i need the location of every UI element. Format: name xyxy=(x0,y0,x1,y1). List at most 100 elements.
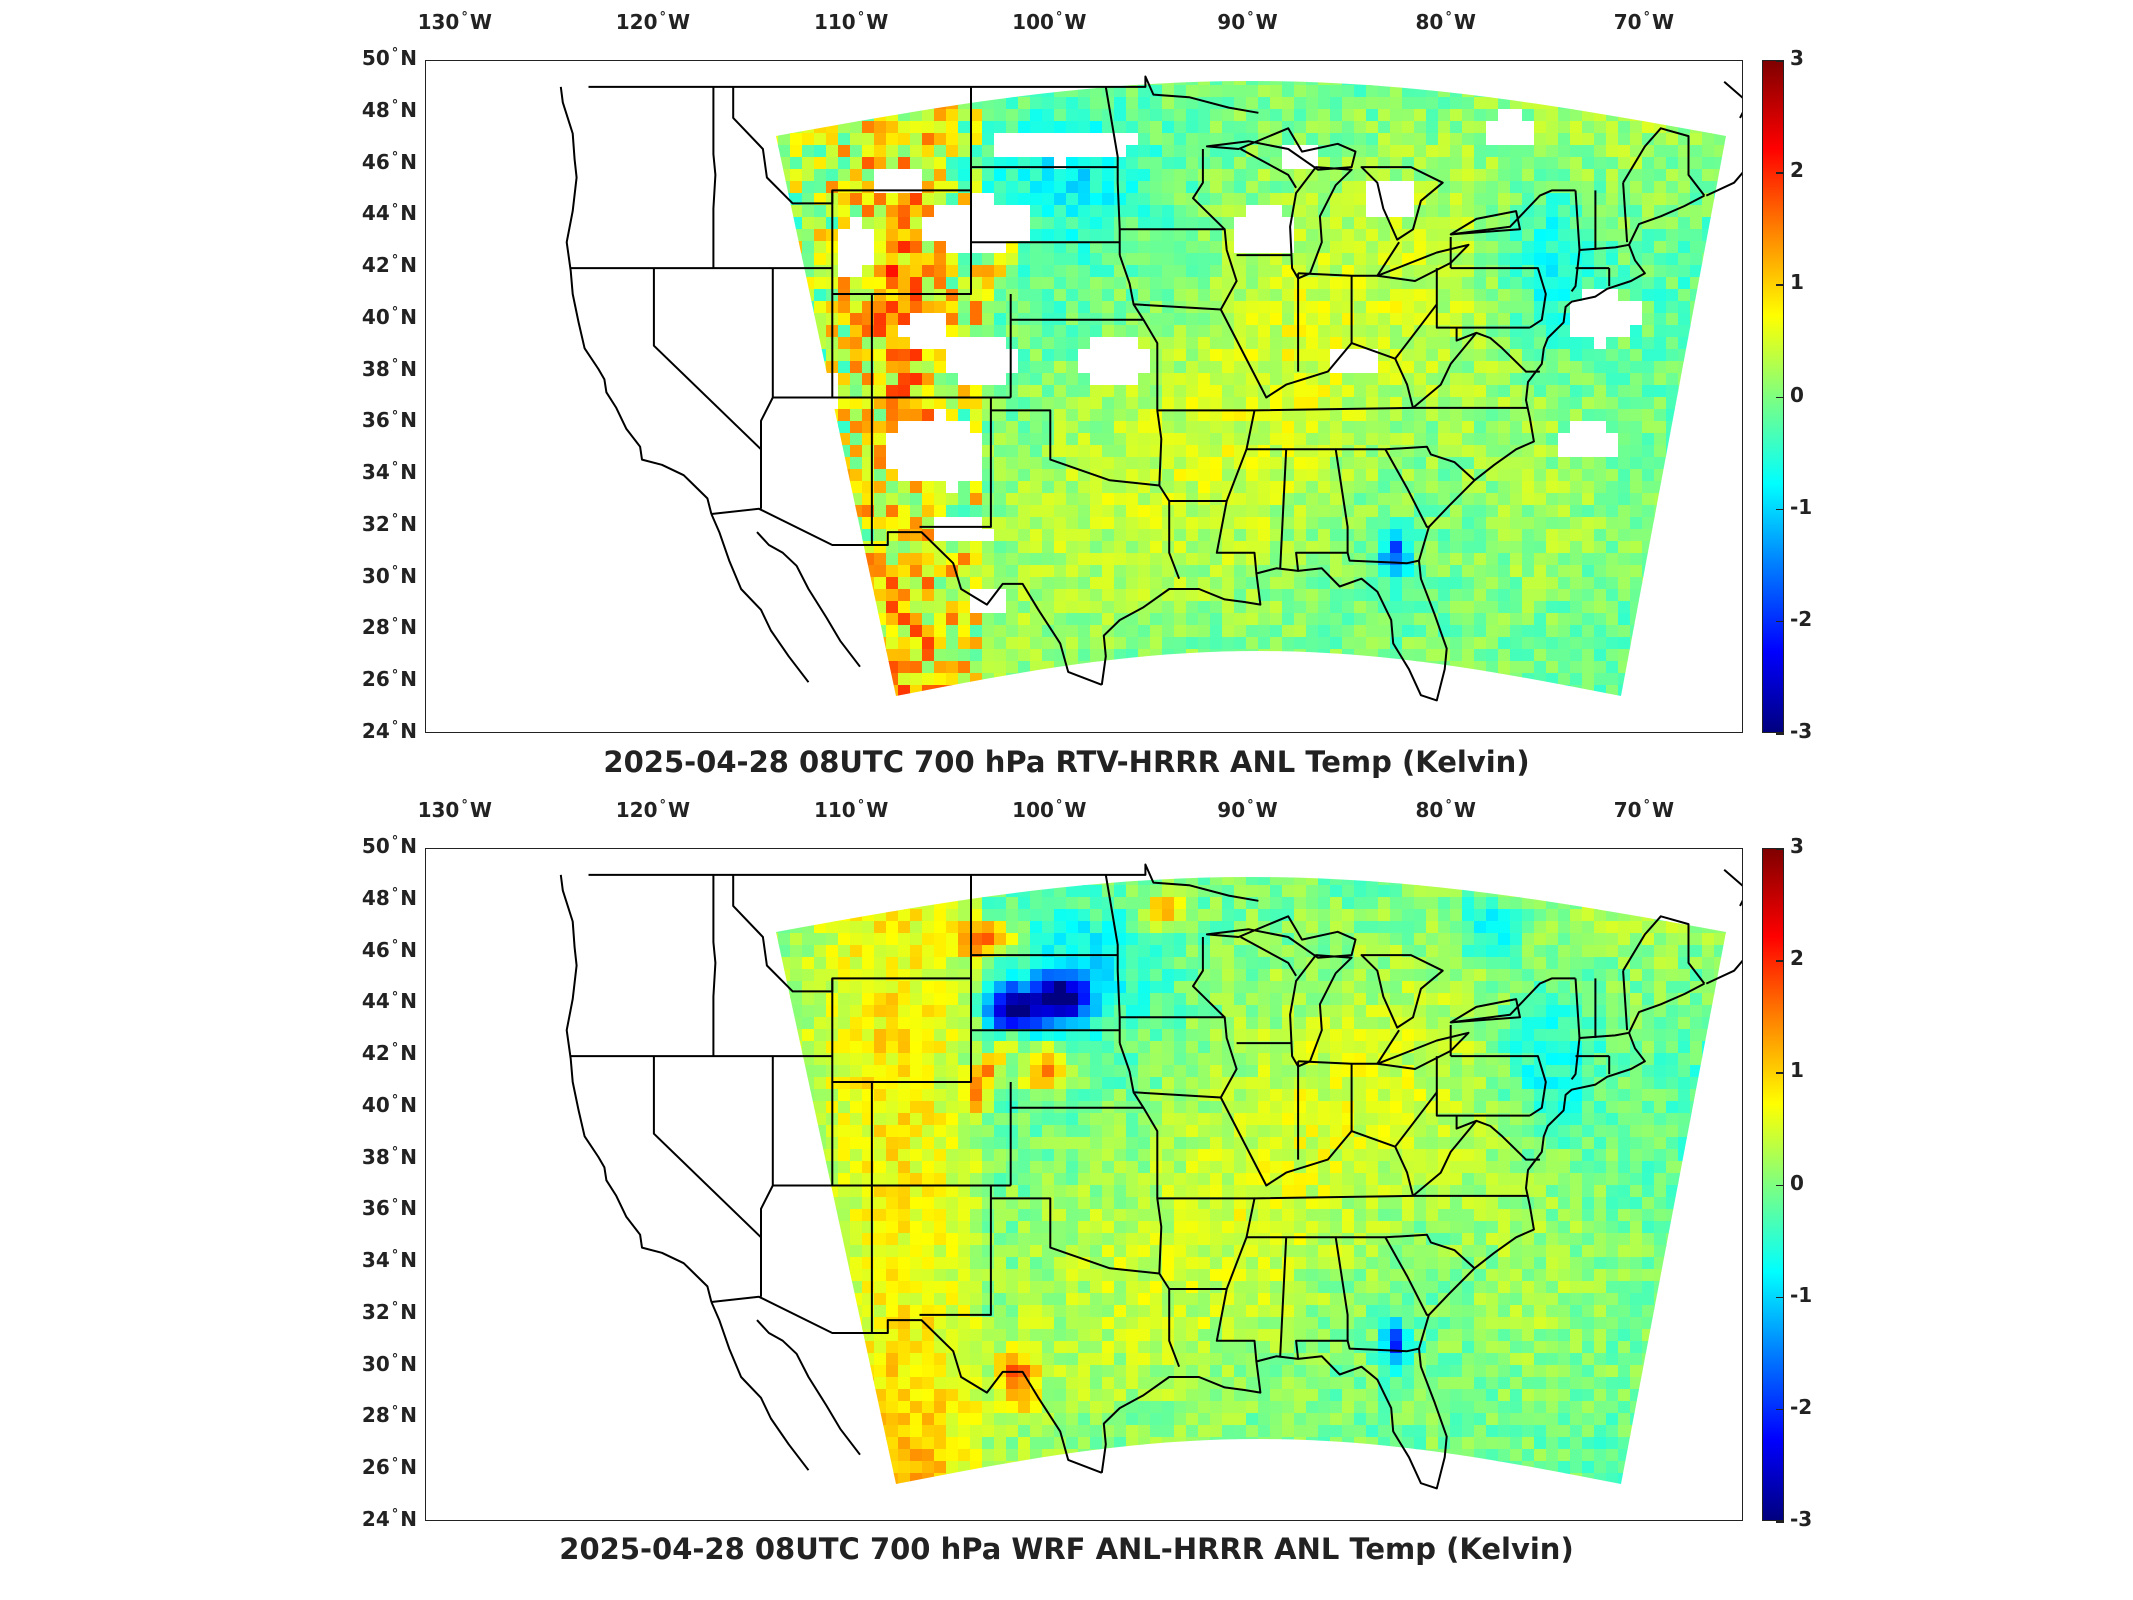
lake-outline xyxy=(1376,1031,1470,1070)
lat-tick-label: 44 ° N xyxy=(361,201,417,226)
state-border xyxy=(1579,243,1630,251)
state-border xyxy=(760,1056,774,1297)
state-border xyxy=(1455,327,1540,373)
colorbar-tick-mark xyxy=(1776,60,1784,62)
colorbar-tick-label: -1 xyxy=(1790,1282,1813,1307)
state-border xyxy=(1622,970,1629,1031)
state-border xyxy=(1435,1056,1530,1117)
state-border xyxy=(1622,182,1629,243)
state-border xyxy=(1450,977,1576,1024)
lat-tick-label: 40 ° N xyxy=(361,1092,417,1117)
state-border xyxy=(1450,189,1576,236)
state-border xyxy=(1246,448,1349,572)
state-border xyxy=(1279,1237,1288,1357)
state-border xyxy=(1132,303,1163,486)
boundary-lines xyxy=(559,75,1742,702)
state-border xyxy=(652,1056,762,1239)
coastline xyxy=(756,531,861,668)
colorbar-tick-mark xyxy=(1776,508,1784,511)
lat-tick-label: 48 ° N xyxy=(361,885,417,910)
lat-tick-label: 34 ° N xyxy=(361,1248,417,1273)
colorbar-tick-label: 2 xyxy=(1790,158,1804,183)
lat-tick-label: 24 ° N xyxy=(361,1507,417,1531)
lake-outline xyxy=(1289,166,1353,280)
map-panel-rtv: 130 ° W 120 ° W 110 ° W 100 ° W 90 ° W 80 ° W 70 ° W 50 ° N 48 °… xyxy=(0,0,2133,790)
colorbar-tick-mark xyxy=(1776,1184,1784,1186)
state-border xyxy=(1346,552,1420,565)
colorbar-tick-label: -3 xyxy=(1790,1507,1813,1531)
lat-tick-label: 30 ° N xyxy=(361,1351,417,1376)
state-border xyxy=(1376,241,1400,277)
lat-tick-label: 26 ° N xyxy=(361,1455,417,1480)
lat-tick-label: 40 ° N xyxy=(361,304,417,329)
colorbar-tick-mark xyxy=(1776,1072,1784,1074)
coastline xyxy=(1705,171,1742,197)
coastline xyxy=(710,1301,810,1471)
lat-tick-label: 32 ° N xyxy=(361,1299,417,1324)
state-border xyxy=(1450,267,1547,329)
state-border xyxy=(1384,448,1429,528)
colorbar-tick-mark xyxy=(1776,733,1784,735)
country-border xyxy=(588,863,1259,902)
lake-outline xyxy=(1449,998,1521,1024)
state-border xyxy=(1412,332,1478,409)
state-border xyxy=(831,874,972,1083)
coastline xyxy=(1100,194,1705,702)
map-frame xyxy=(425,60,1743,733)
temperature-difference-map xyxy=(559,75,1742,702)
state-border xyxy=(1394,1091,1438,1148)
colorbar-tick-mark xyxy=(1776,848,1784,850)
lat-tick-label: 48 ° N xyxy=(361,97,417,122)
lat-tick-label: 50 ° N xyxy=(361,46,417,70)
colorbar-tick-label: 1 xyxy=(1790,270,1804,295)
state-border xyxy=(1118,1016,1238,1099)
colorbar-tick-label: -1 xyxy=(1790,494,1813,519)
state-border xyxy=(712,86,717,269)
state-border xyxy=(1298,1060,1378,1065)
colorbar-tick-mark xyxy=(1776,396,1784,398)
lat-tick-label: 44 ° N xyxy=(361,989,417,1014)
state-border xyxy=(1240,148,1297,189)
state-border xyxy=(1412,1120,1478,1197)
state-border xyxy=(1246,1236,1349,1360)
state-border xyxy=(1240,936,1297,977)
state-border xyxy=(919,1198,992,1316)
state-border xyxy=(1622,127,1706,197)
state-border xyxy=(1104,874,1121,1044)
lon-tick-label: 110 ° W xyxy=(813,10,889,34)
state-border xyxy=(1376,1029,1400,1065)
colorbar-tick-label: 2 xyxy=(1790,946,1804,971)
lake-outline xyxy=(1449,210,1521,236)
lake-outline xyxy=(1360,954,1444,1029)
lat-tick-label: 46 ° N xyxy=(361,149,417,174)
colorbar-tick-mark xyxy=(1776,1521,1784,1523)
state-border xyxy=(1254,1194,1528,1200)
lon-tick-label: 90 ° W xyxy=(1217,10,1278,34)
colorbar-tick-label: 0 xyxy=(1790,1170,1804,1195)
colorbar-tick-mark xyxy=(1776,1296,1784,1299)
lat-tick-label: 36 ° N xyxy=(361,1196,417,1221)
lat-tick-label: 32 ° N xyxy=(361,511,417,536)
lon-tick-label: 90 ° W xyxy=(1217,798,1278,822)
map-frame xyxy=(425,848,1743,1521)
colorbar-tick-mark xyxy=(1776,1408,1784,1411)
state-border xyxy=(652,268,762,451)
colorbar-tick-label: -2 xyxy=(1790,1394,1813,1419)
state-border xyxy=(1335,445,1476,482)
lon-tick-label: 70 ° W xyxy=(1613,798,1675,822)
state-border xyxy=(1219,309,1414,409)
state-border xyxy=(1192,937,1226,1019)
lon-tick-label: 120 ° W xyxy=(615,10,691,34)
coastline xyxy=(1705,959,1742,985)
coastline xyxy=(559,874,713,1303)
lake-outline xyxy=(1360,166,1444,241)
colorbar-tick-mark xyxy=(1776,172,1784,174)
lon-tick-label: 100 ° W xyxy=(1012,10,1087,34)
boundary-lines xyxy=(559,863,1742,1490)
state-border xyxy=(760,268,774,509)
state-border xyxy=(989,397,1181,580)
colorbar-tick-mark xyxy=(1776,620,1784,623)
lake-outline xyxy=(1205,127,1357,171)
lon-tick-label: 80 ° W xyxy=(1415,798,1476,822)
state-border xyxy=(712,874,717,1057)
